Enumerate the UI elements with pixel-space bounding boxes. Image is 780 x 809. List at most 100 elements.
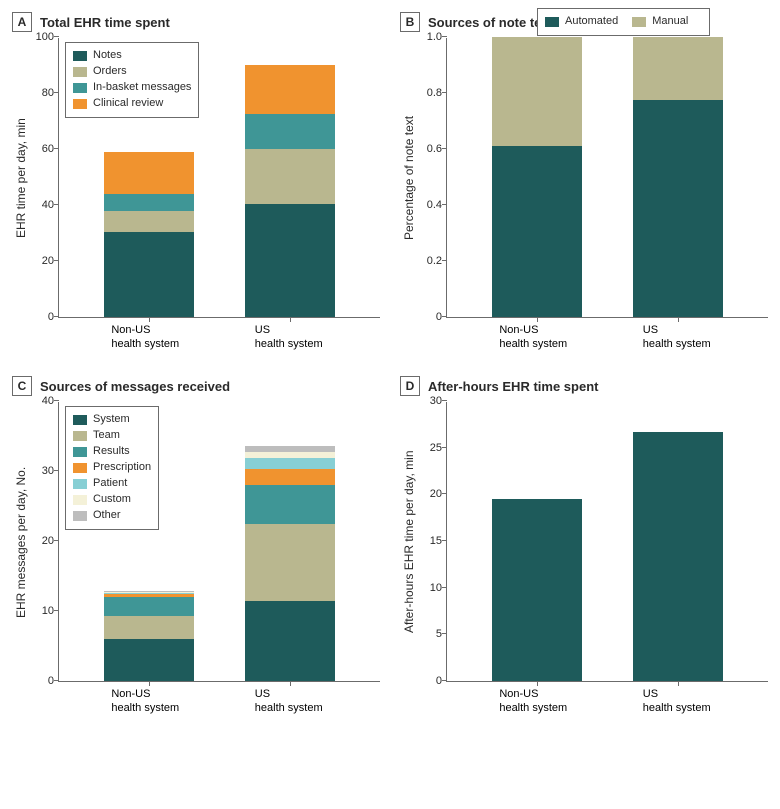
- x-tick-label: Non-US health system: [499, 688, 567, 716]
- legend-label: Other: [93, 508, 121, 524]
- y-tick-mark: [442, 148, 447, 149]
- y-tick-mark: [442, 400, 447, 401]
- bar-segment: [245, 601, 335, 682]
- legend-item: In-basket messages: [73, 80, 191, 96]
- y-tick-label: 80: [42, 88, 54, 99]
- y-tick-mark: [442, 36, 447, 37]
- y-ticks: 051015202530: [418, 402, 446, 682]
- x-labels: Non-US health systemUS health system: [442, 318, 768, 348]
- panel-b: BSources of note text generatedPercentag…: [400, 12, 768, 348]
- y-ticks: 010203040: [30, 402, 58, 682]
- y-tick-label: 0.2: [427, 256, 442, 267]
- bar-segment: [104, 616, 194, 639]
- y-tick-label: 10: [430, 583, 442, 594]
- x-labels: Non-US health systemUS health system: [54, 682, 380, 712]
- plot: [446, 402, 768, 682]
- x-tick-label: US health system: [255, 324, 323, 352]
- panel-d: D After-hours EHR time spent After-hours E…: [400, 376, 768, 712]
- bar-segment: [492, 146, 582, 317]
- y-tick-label: 40: [42, 396, 54, 407]
- y-axis-label: EHR messages per day, No.: [12, 402, 30, 682]
- bar-segment: [245, 204, 335, 317]
- bar-segment: [245, 65, 335, 114]
- y-tick-label: 100: [36, 32, 54, 43]
- chart-area: EHR messages per day, No.010203040System…: [12, 402, 380, 682]
- y-tick-mark: [442, 260, 447, 261]
- bar-segment: [633, 432, 723, 681]
- legend-item: Orders: [73, 64, 191, 80]
- legend-item: Results: [73, 444, 151, 460]
- bar-segment: [492, 499, 582, 681]
- panel-letter: A: [12, 12, 32, 32]
- panel-letter: C: [12, 376, 32, 396]
- bar-segment: [245, 458, 335, 469]
- figure-grid: ATotal EHR time spentEHR time per day, m…: [12, 12, 768, 712]
- y-tick-label: 20: [42, 536, 54, 547]
- y-tick-mark: [54, 470, 59, 471]
- legend-swatch: [73, 447, 87, 457]
- y-tick-label: 0.6: [427, 144, 442, 155]
- legend-label: In-basket messages: [93, 80, 191, 96]
- y-tick-label: 30: [430, 396, 442, 407]
- x-tick-label: Non-US health system: [111, 688, 179, 716]
- legend-label: Prescription: [93, 460, 151, 476]
- legend-swatch: [73, 463, 87, 473]
- bar-group: [245, 446, 335, 681]
- y-tick-mark: [442, 540, 447, 541]
- y-tick-label: 1.0: [427, 32, 442, 43]
- chart-area: Percentage of note text00.20.40.60.81.0A…: [400, 38, 768, 318]
- bar-segment: [492, 37, 582, 146]
- legend-label: Manual: [652, 14, 688, 30]
- y-tick-mark: [54, 400, 59, 401]
- bar-segment: [245, 149, 335, 204]
- y-tick-mark: [54, 36, 59, 37]
- panel-title: After-hours EHR time spent: [428, 379, 598, 394]
- legend-swatch: [73, 83, 87, 93]
- y-tick-label: 0.8: [427, 88, 442, 99]
- y-tick-mark: [442, 92, 447, 93]
- legend-swatch: [73, 511, 87, 521]
- plot: AutomatedManual: [446, 38, 768, 318]
- y-tick-mark: [54, 316, 59, 317]
- y-tick-label: 5: [436, 629, 442, 640]
- legend-item: Clinical review: [73, 96, 191, 112]
- y-axis-label: After-hours EHR time per day, min: [400, 402, 418, 682]
- y-tick-label: 20: [430, 489, 442, 500]
- bar-segment: [104, 152, 194, 194]
- bar-group: [245, 65, 335, 317]
- y-ticks: 020406080100: [30, 38, 58, 318]
- legend: SystemTeamResultsPrescriptionPatientCust…: [65, 406, 159, 530]
- panel-letter: D: [400, 376, 420, 396]
- legend-item: Prescription: [73, 460, 151, 476]
- bar-segment: [245, 524, 335, 601]
- bar-segment: [104, 597, 194, 616]
- y-tick-mark: [54, 540, 59, 541]
- legend-item: Automated: [545, 14, 618, 30]
- legend-label: Custom: [93, 492, 131, 508]
- legend-label: Clinical review: [93, 96, 163, 112]
- y-tick-mark: [442, 680, 447, 681]
- legend-label: Team: [93, 428, 120, 444]
- legend-swatch: [632, 17, 646, 27]
- legend-swatch: [73, 99, 87, 109]
- legend-label: Patient: [93, 476, 127, 492]
- y-tick-label: 10: [42, 606, 54, 617]
- bar-segment: [104, 639, 194, 681]
- x-tick-label: US health system: [643, 324, 711, 352]
- bar-segment: [245, 485, 335, 524]
- panel-a: ATotal EHR time spentEHR time per day, m…: [12, 12, 380, 348]
- y-tick-label: 60: [42, 144, 54, 155]
- legend-item: Notes: [73, 48, 191, 64]
- legend-swatch: [73, 495, 87, 505]
- y-tick-label: 0.4: [427, 200, 442, 211]
- bar-group: [633, 37, 723, 317]
- legend-item: Manual: [632, 14, 688, 30]
- x-tick-label: Non-US health system: [499, 324, 567, 352]
- legend-label: Automated: [565, 14, 618, 30]
- legend-swatch: [73, 431, 87, 441]
- bar-group: [492, 37, 582, 317]
- panel-title: Total EHR time spent: [40, 15, 170, 30]
- bar-segment: [245, 114, 335, 149]
- y-tick-label: 40: [42, 200, 54, 211]
- panel-title: Sources of messages received: [40, 379, 230, 394]
